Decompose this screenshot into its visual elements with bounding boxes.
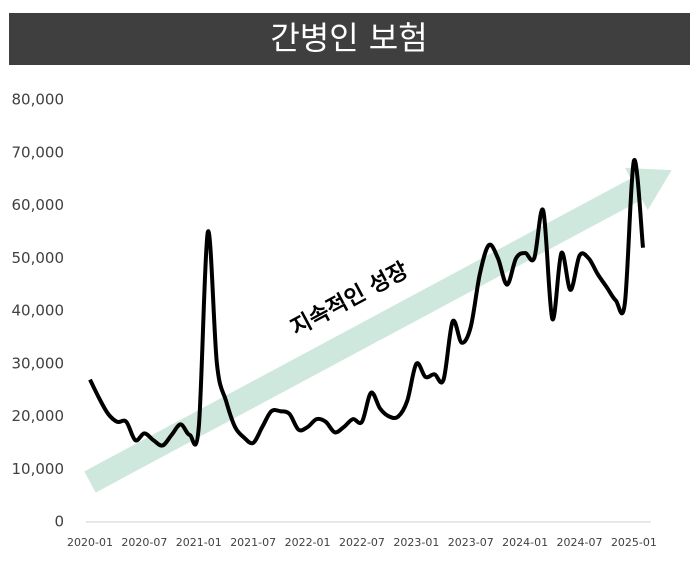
y-tick-label: 70,000 [12, 143, 65, 161]
x-tick-label: 2024-07 [557, 536, 603, 549]
title-band [9, 13, 690, 65]
chart-title: 간병인 보험 [270, 19, 427, 57]
data-line [88, 158, 645, 448]
x-tick-label: 2020-07 [121, 536, 167, 549]
y-tick-label: 10,000 [12, 460, 65, 478]
y-tick-label: 20,000 [12, 407, 65, 425]
x-tick-label: 2021-01 [176, 536, 222, 549]
x-tick-label: 2022-07 [339, 536, 385, 549]
y-tick-label: 60,000 [12, 196, 65, 214]
x-tick-label: 2022-01 [285, 536, 331, 549]
x-tick-label: 2024-01 [502, 536, 548, 549]
y-tick-label: 50,000 [12, 249, 65, 267]
x-tick-label: 2025-01 [611, 536, 657, 549]
x-tick-label: 2021-07 [230, 536, 276, 549]
x-tick-label: 2020-01 [67, 536, 113, 549]
x-tick-label: 2023-01 [393, 536, 439, 549]
y-tick-label: 30,000 [12, 354, 65, 372]
y-tick-label: 40,000 [12, 302, 65, 320]
x-tick-label: 2023-07 [448, 536, 494, 549]
y-tick-label: 0 [54, 513, 64, 531]
trend-arrow [84, 167, 672, 493]
y-tick-label: 80,000 [12, 91, 65, 109]
